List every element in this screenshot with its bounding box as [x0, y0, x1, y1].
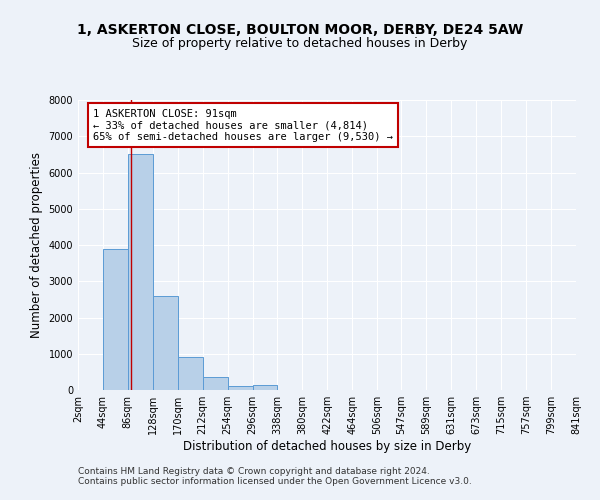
Text: 1 ASKERTON CLOSE: 91sqm
← 33% of detached houses are smaller (4,814)
65% of semi: 1 ASKERTON CLOSE: 91sqm ← 33% of detache… — [93, 108, 393, 142]
Text: Contains public sector information licensed under the Open Government Licence v3: Contains public sector information licen… — [78, 477, 472, 486]
Bar — [128, 154, 153, 390]
Bar — [153, 296, 178, 390]
Y-axis label: Number of detached properties: Number of detached properties — [30, 152, 43, 338]
Text: Contains HM Land Registry data © Crown copyright and database right 2024.: Contains HM Land Registry data © Crown c… — [78, 467, 430, 476]
Text: 1, ASKERTON CLOSE, BOULTON MOOR, DERBY, DE24 5AW: 1, ASKERTON CLOSE, BOULTON MOOR, DERBY, … — [77, 22, 523, 36]
Text: Size of property relative to detached houses in Derby: Size of property relative to detached ho… — [133, 38, 467, 51]
Bar — [178, 358, 203, 390]
Bar — [227, 386, 253, 390]
Bar — [253, 386, 277, 390]
Bar — [203, 378, 227, 390]
Bar — [103, 248, 128, 390]
X-axis label: Distribution of detached houses by size in Derby: Distribution of detached houses by size … — [183, 440, 471, 453]
